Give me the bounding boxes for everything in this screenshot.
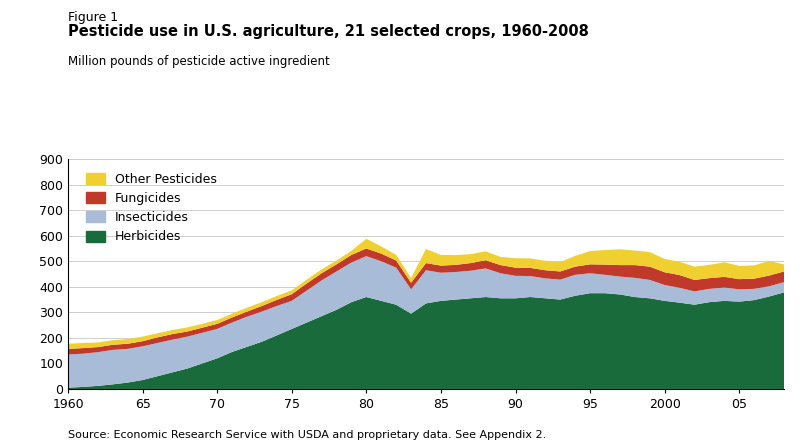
- Text: Million pounds of pesticide active ingredient: Million pounds of pesticide active ingre…: [68, 55, 330, 68]
- Legend: Other Pesticides, Fungicides, Insecticides, Herbicides: Other Pesticides, Fungicides, Insecticid…: [82, 168, 222, 248]
- Text: Pesticide use in U.S. agriculture, 21 selected crops, 1960-2008: Pesticide use in U.S. agriculture, 21 se…: [68, 24, 589, 39]
- Text: Source: Economic Research Service with USDA and proprietary data. See Appendix 2: Source: Economic Research Service with U…: [68, 430, 546, 440]
- Text: Figure 1: Figure 1: [68, 11, 118, 24]
